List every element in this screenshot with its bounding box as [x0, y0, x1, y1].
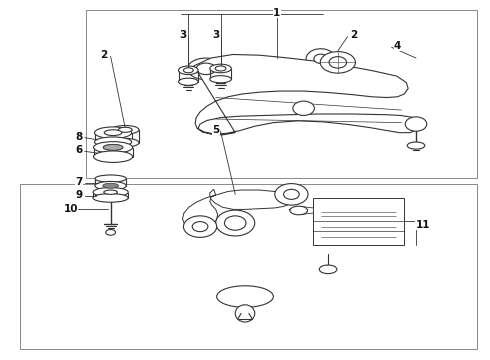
- Ellipse shape: [215, 66, 226, 71]
- Ellipse shape: [319, 265, 337, 274]
- Ellipse shape: [103, 144, 123, 150]
- Ellipse shape: [210, 64, 231, 73]
- Ellipse shape: [216, 210, 255, 236]
- Ellipse shape: [275, 184, 308, 205]
- Ellipse shape: [94, 151, 133, 162]
- Ellipse shape: [329, 57, 346, 68]
- Ellipse shape: [235, 305, 255, 322]
- Text: 9: 9: [75, 190, 82, 200]
- Ellipse shape: [405, 117, 427, 131]
- Ellipse shape: [112, 138, 139, 147]
- Polygon shape: [289, 207, 314, 215]
- Ellipse shape: [290, 206, 308, 215]
- Ellipse shape: [183, 216, 217, 237]
- Text: 2: 2: [99, 50, 107, 60]
- Text: 7: 7: [75, 177, 82, 187]
- Ellipse shape: [293, 101, 315, 116]
- Text: 2: 2: [350, 31, 357, 40]
- Ellipse shape: [217, 286, 273, 307]
- Text: 6: 6: [75, 145, 82, 155]
- Ellipse shape: [314, 54, 328, 63]
- Ellipse shape: [103, 144, 123, 150]
- Ellipse shape: [95, 181, 126, 190]
- Ellipse shape: [104, 130, 122, 135]
- Ellipse shape: [187, 58, 224, 80]
- Ellipse shape: [104, 190, 118, 194]
- Text: 3: 3: [179, 31, 187, 40]
- Ellipse shape: [224, 216, 246, 230]
- Ellipse shape: [192, 222, 208, 231]
- Ellipse shape: [210, 76, 231, 83]
- Ellipse shape: [93, 194, 128, 202]
- Ellipse shape: [178, 78, 198, 85]
- Ellipse shape: [112, 126, 139, 134]
- Text: 10: 10: [63, 204, 78, 214]
- Ellipse shape: [103, 183, 119, 188]
- Ellipse shape: [95, 175, 126, 182]
- Polygon shape: [210, 189, 292, 210]
- Ellipse shape: [306, 49, 335, 69]
- Ellipse shape: [407, 142, 425, 149]
- Text: 4: 4: [394, 41, 401, 51]
- Text: 11: 11: [416, 220, 430, 230]
- Text: 8: 8: [75, 132, 82, 141]
- Ellipse shape: [183, 68, 193, 73]
- Bar: [86, 10, 477, 178]
- Ellipse shape: [93, 188, 128, 197]
- Ellipse shape: [119, 127, 132, 132]
- Ellipse shape: [178, 66, 198, 75]
- Text: 3: 3: [212, 31, 220, 40]
- Ellipse shape: [320, 51, 355, 73]
- Ellipse shape: [106, 229, 116, 235]
- Ellipse shape: [94, 141, 133, 153]
- Text: 1: 1: [273, 8, 280, 18]
- Polygon shape: [182, 195, 218, 229]
- Ellipse shape: [95, 137, 132, 147]
- Ellipse shape: [95, 127, 132, 138]
- Ellipse shape: [284, 189, 299, 199]
- Text: 5: 5: [212, 125, 220, 135]
- Polygon shape: [194, 54, 420, 135]
- Bar: [20, 184, 477, 348]
- Ellipse shape: [196, 63, 216, 75]
- Bar: [314, 198, 404, 244]
